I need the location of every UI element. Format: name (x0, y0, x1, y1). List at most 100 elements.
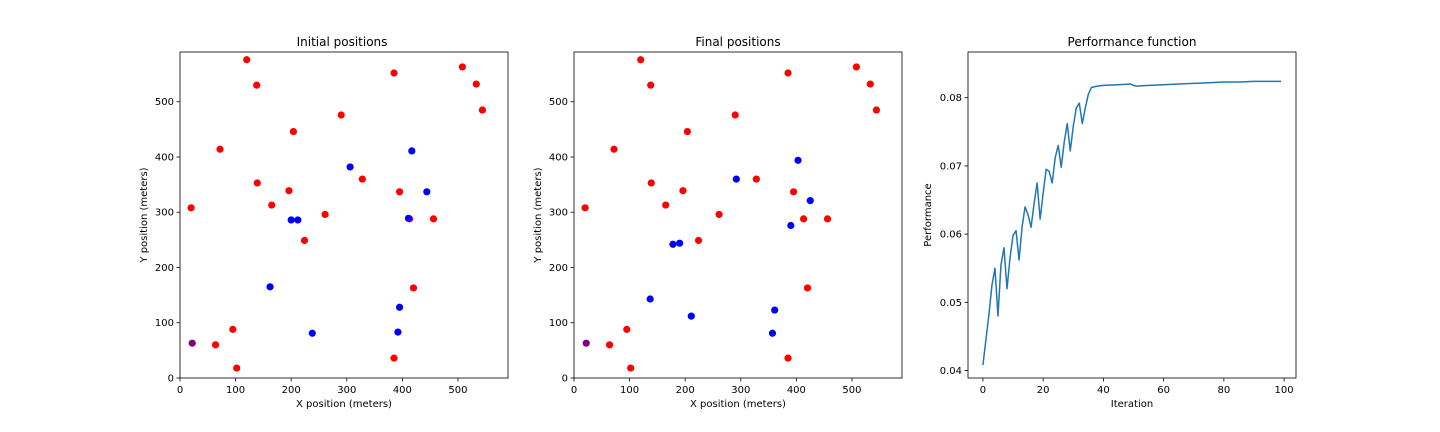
data-point (647, 81, 655, 89)
panel-final-positions: Final positions X position (meters) Y po… (533, 35, 903, 410)
data-point (187, 204, 195, 212)
y-tick-label: 0.07 (940, 161, 962, 172)
y-tick-label: 500 (155, 97, 174, 108)
data-point (423, 188, 431, 196)
data-point (243, 56, 251, 64)
plot-area (982, 80, 1282, 366)
data-point (229, 325, 237, 333)
y-tick-label: 0.04 (940, 366, 962, 377)
x-axis-label: Iteration (1111, 399, 1153, 410)
data-point (358, 175, 366, 183)
x-axis-label: X position (meters) (690, 399, 786, 410)
y-tick-label: 100 (549, 318, 568, 329)
x-tick-label: 200 (676, 385, 695, 396)
data-point (395, 303, 404, 311)
x-tick-label: 100 (620, 385, 639, 396)
data-point (287, 216, 295, 224)
data-point (687, 312, 695, 320)
data-point (308, 329, 316, 337)
data-point (233, 364, 241, 372)
data-point (285, 187, 293, 195)
data-point (390, 354, 398, 362)
data-point (266, 283, 274, 291)
x-tick-label: 100 (226, 385, 245, 396)
axes-frame (179, 51, 509, 379)
x-tick-label: 100 (1275, 385, 1294, 396)
data-point (581, 204, 589, 212)
y-axis-label: Y position (meters) (533, 167, 544, 263)
data-point (823, 215, 832, 223)
data-point (346, 163, 354, 171)
data-point (409, 284, 418, 292)
data-point (794, 156, 802, 164)
y-tick-label: 400 (549, 152, 568, 163)
x-tick-label: 500 (842, 385, 861, 396)
y-tick-label: 500 (549, 97, 568, 108)
data-point (188, 339, 196, 347)
data-point (429, 215, 438, 223)
y-tick-label: 0 (562, 374, 568, 385)
chart-title: Performance function (1068, 35, 1197, 49)
data-point (662, 201, 670, 209)
data-point (806, 197, 814, 205)
data-point (787, 221, 795, 230)
data-point (676, 239, 684, 247)
data-point (390, 69, 398, 77)
x-tick-label: 0 (980, 385, 986, 396)
data-point (289, 127, 298, 136)
data-point (404, 214, 413, 222)
y-tick-label: 200 (549, 263, 568, 274)
data-point (683, 127, 692, 136)
data-point (610, 145, 618, 153)
series-line (982, 80, 1282, 366)
data-point (715, 210, 723, 219)
data-point (768, 329, 777, 337)
x-tick-label: 200 (282, 385, 301, 396)
x-axis-label: X position (meters) (296, 399, 392, 410)
data-point (784, 354, 792, 362)
y-tick-label: 0.08 (940, 93, 962, 104)
data-point (478, 106, 487, 114)
data-point (669, 240, 677, 248)
y-tick-label: 300 (549, 208, 568, 219)
data-point (784, 69, 792, 77)
data-point (623, 325, 631, 333)
y-tick-label: 0.05 (940, 298, 962, 309)
data-point (605, 341, 614, 349)
x-tick-label: 400 (393, 385, 412, 396)
x-tick-label: 40 (1097, 385, 1110, 396)
data-point (408, 147, 416, 155)
data-point (216, 145, 224, 153)
x-tick-label: 0 (177, 385, 183, 396)
x-tick-label: 400 (787, 385, 806, 396)
x-tick-label: 500 (448, 385, 467, 396)
data-point (637, 56, 645, 64)
y-tick-label: 400 (155, 152, 174, 163)
data-point (253, 179, 261, 187)
chart-title: Initial positions (297, 35, 388, 49)
data-point (321, 210, 329, 219)
data-point (395, 188, 404, 196)
data-point (394, 328, 402, 336)
data-point (458, 63, 467, 71)
y-axis-label: Y position (meters) (139, 167, 150, 263)
plot-area (187, 56, 487, 372)
data-point (752, 175, 760, 183)
y-axis-label: Performance (923, 183, 934, 246)
data-point (582, 339, 590, 347)
data-point (866, 80, 874, 88)
x-tick-label: 0 (571, 385, 577, 396)
y-tick-label: 0.06 (940, 230, 962, 241)
y-tick-label: 200 (155, 263, 174, 274)
panel-initial-positions: Initial positions X position (meters) Y … (139, 35, 509, 410)
x-tick-label: 60 (1157, 385, 1170, 396)
data-point (646, 295, 654, 303)
data-point (337, 111, 345, 119)
data-point (647, 179, 655, 187)
x-tick-label: 300 (731, 385, 750, 396)
chart-title: Final positions (695, 35, 780, 49)
axes-frame (573, 51, 903, 379)
data-point (852, 63, 861, 71)
y-tick-label: 100 (155, 318, 174, 329)
